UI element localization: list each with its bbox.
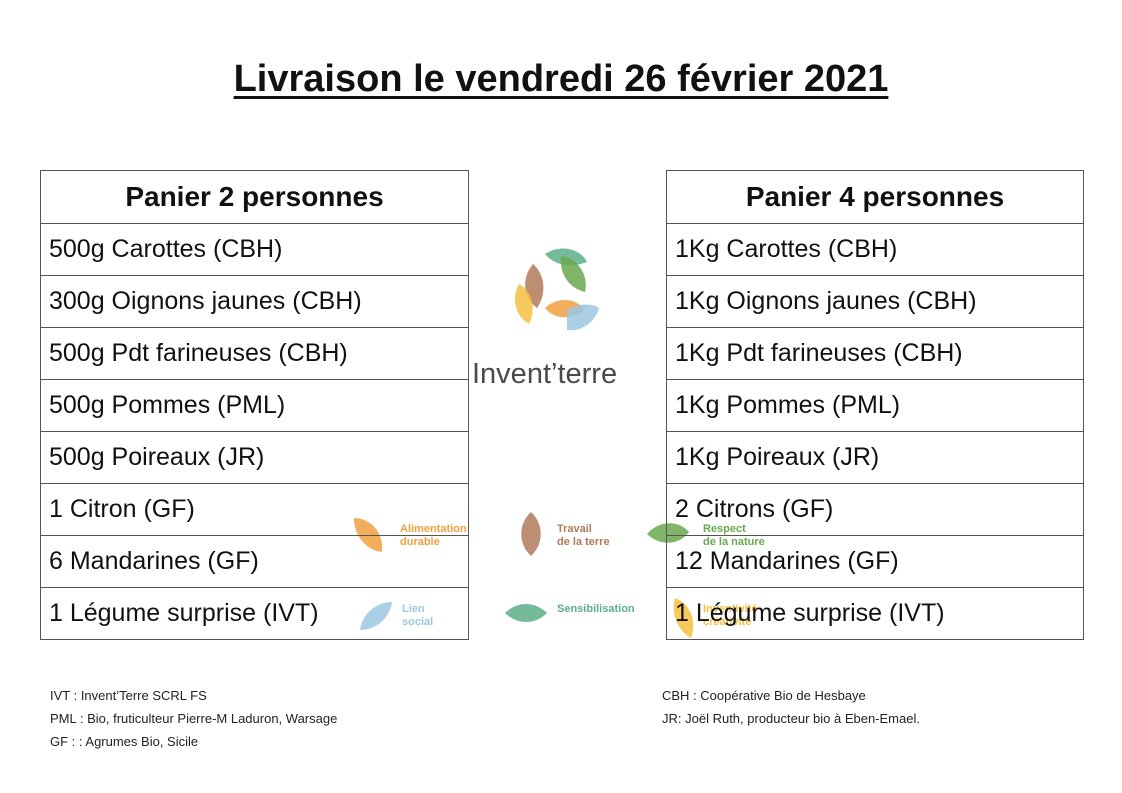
basket-item: 6 Mandarines (GF) [40,535,469,588]
basket-item: 300g Oignons jaunes (CBH) [40,275,469,328]
basket-2-table: Panier 2 personnes 500g Carottes (CBH) 3… [40,170,469,640]
basket-2-header: Panier 2 personnes [40,170,469,224]
basket-item: 1Kg Oignons jaunes (CBH) [666,275,1084,328]
table-row: 1 Légume surprise (IVT) [40,587,469,640]
basket-item: 500g Pdt farineuses (CBH) [40,327,469,380]
legend-item: GF : : Agrumes Bio, Sicile [50,734,199,749]
value-sensibilisation: Sensibilisation [557,603,635,615]
table-row: 1Kg Carottes (CBH) [666,223,1084,276]
table-row: 300g Oignons jaunes (CBH) [40,275,469,328]
table-row: 500g Poireaux (JR) [40,431,469,484]
table-row: 1Kg Pdt farineuses (CBH) [666,327,1084,380]
basket-item: 12 Mandarines (GF) [666,535,1084,588]
legend-item: IVT : Invent’Terre SCRL FS [50,688,207,703]
table-row: 500g Pommes (PML) [40,379,469,432]
table-row: 12 Mandarines (GF) [666,535,1084,588]
table-row: 1 Légume surprise (IVT) [666,587,1084,640]
table-row: 500g Pdt farineuses (CBH) [40,327,469,380]
basket-4-table: Panier 4 personnes 1Kg Carottes (CBH) 1K… [666,170,1084,640]
leaf-brown-icon [521,512,541,556]
brand-name: Invent’terre [472,358,618,390]
basket-item: 2 Citrons (GF) [666,483,1084,536]
basket-item: 1Kg Pommes (PML) [666,379,1084,432]
table-row: 1 Citron (GF) [40,483,469,536]
basket-4-header: Panier 4 personnes [666,170,1084,224]
basket-item: 1Kg Pdt farineuses (CBH) [666,327,1084,380]
table-row: 2 Citrons (GF) [666,483,1084,536]
inventterre-logo-icon [514,248,599,331]
leaf-teal-icon [505,604,547,622]
table-row: 1Kg Oignons jaunes (CBH) [666,275,1084,328]
basket-item: 1Kg Poireaux (JR) [666,431,1084,484]
basket-item: 1 Légume surprise (IVT) [666,587,1084,640]
basket-item: 1 Légume surprise (IVT) [40,587,469,640]
table-row: 500g Carottes (CBH) [40,223,469,276]
legend-item: JR: Joël Ruth, producteur bio à Eben-Ema… [662,711,920,726]
table-row: 1Kg Poireaux (JR) [666,431,1084,484]
value-travail: Travail de la terre [557,523,610,548]
basket-item: 1 Citron (GF) [40,483,469,536]
legend-left: IVT : Invent’Terre SCRL FS PML : Bio, fr… [50,684,337,753]
basket-item: 500g Pommes (PML) [40,379,469,432]
page-title: Livraison le vendredi 26 février 2021 [233,58,889,100]
basket-item: 500g Poireaux (JR) [40,431,469,484]
legend-item: PML : Bio, fruticulteur Pierre-M Laduron… [50,711,338,726]
table-row: 1Kg Pommes (PML) [666,379,1084,432]
basket-item: 500g Carottes (CBH) [40,223,469,276]
table-row: 6 Mandarines (GF) [40,535,469,588]
legend-item: CBH : Coopérative Bio de Hesbaye [662,688,866,703]
basket-item: 1Kg Carottes (CBH) [666,223,1084,276]
legend-right: CBH : Coopérative Bio de Hesbaye JR: Joë… [662,684,920,730]
